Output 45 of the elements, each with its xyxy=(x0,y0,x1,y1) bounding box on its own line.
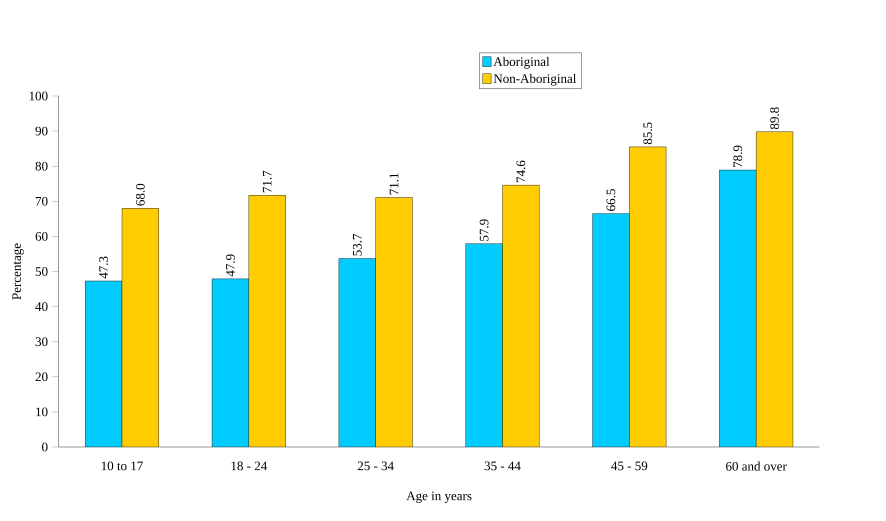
bar xyxy=(212,278,249,447)
y-tick-label: 0 xyxy=(42,442,48,452)
y-tick-label: 30 xyxy=(36,337,48,346)
bar xyxy=(719,170,756,447)
data-label: 71.1 xyxy=(390,173,398,194)
bar xyxy=(338,258,376,447)
x-tick-label: 35 - 44 xyxy=(484,462,521,470)
data-label: 68.0 xyxy=(136,184,145,206)
y-tick-label: 100 xyxy=(30,92,48,100)
data-label: 47.3 xyxy=(99,256,108,279)
x-tick-label: 45 - 59 xyxy=(611,462,648,470)
y-tick-label: 40 xyxy=(35,302,48,311)
data-label: 71.7 xyxy=(262,170,272,192)
data-label: 85.5 xyxy=(643,122,652,144)
legend-label: Aboriginal xyxy=(493,56,550,69)
data-label: 47.9 xyxy=(226,254,235,276)
x-tick-label: 18 - 24 xyxy=(232,462,268,470)
y-tick-label: 80 xyxy=(36,162,48,171)
y-tick-label: 10 xyxy=(36,408,48,416)
bar xyxy=(502,185,540,447)
legend-label: Non-Aboriginal xyxy=(494,74,576,86)
bar xyxy=(629,146,666,447)
bar xyxy=(85,280,122,447)
data-label: 78.9 xyxy=(733,146,742,167)
y-axis-title: Percentage xyxy=(12,243,24,300)
data-label: 57.9 xyxy=(480,219,489,241)
bar xyxy=(376,197,412,447)
data-label: 74.6 xyxy=(516,160,526,182)
data-label: 66.5 xyxy=(606,189,616,211)
bar xyxy=(248,195,286,447)
y-tick-label: 60 xyxy=(36,232,48,241)
x-tick-label: 10 to 17 xyxy=(102,462,143,470)
data-label: 53.7 xyxy=(352,234,362,256)
x-axis-title: Age in years xyxy=(406,492,472,503)
bar xyxy=(592,214,630,447)
y-tick-label: 50 xyxy=(36,267,48,276)
x-tick-label: 25 - 34 xyxy=(358,462,394,470)
y-tick-label: 90 xyxy=(35,126,48,136)
bar xyxy=(756,132,794,447)
bar xyxy=(466,244,503,447)
x-tick-label: 60 and over xyxy=(726,462,787,471)
bar xyxy=(122,208,159,447)
y-tick-label: 70 xyxy=(36,196,48,206)
data-label: 89.8 xyxy=(770,107,779,130)
y-tick-label: 20 xyxy=(36,372,48,382)
